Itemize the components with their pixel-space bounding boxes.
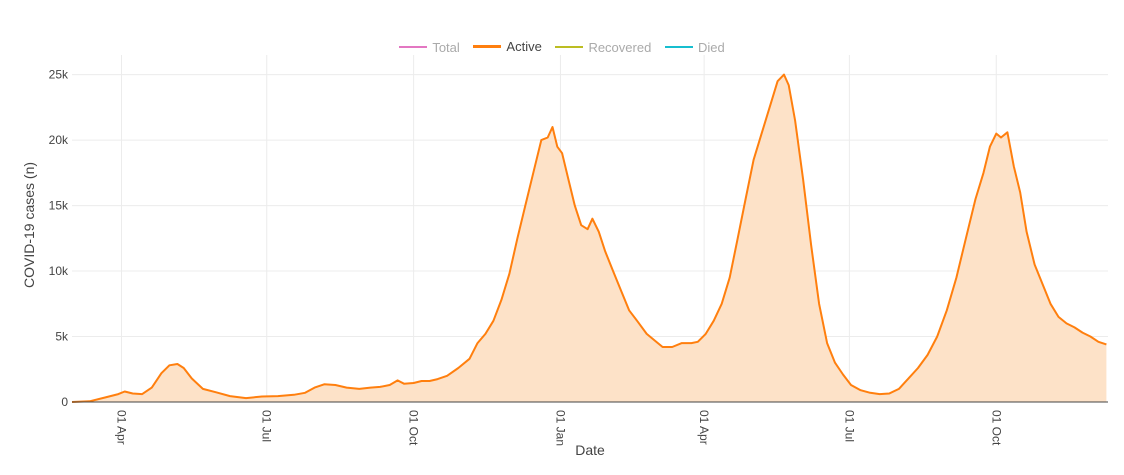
active-series-line	[71, 73, 1107, 403]
legend-label-active: Active	[506, 39, 542, 54]
legend-item-active[interactable]: Active	[473, 39, 542, 54]
legend-item-died[interactable]: Died	[664, 39, 725, 55]
x-tick-label: 01 Jan	[553, 410, 567, 446]
legend-item-total[interactable]: Total	[399, 39, 460, 55]
legend-swatch-recovered	[555, 46, 584, 48]
grid-lines	[72, 55, 1108, 402]
x-tick-label: 01 Oct	[407, 410, 421, 446]
legend: Total Active Recovered Died	[0, 36, 1124, 55]
legend-label-total: Total	[432, 39, 460, 55]
y-axis-label: COVID-19 cases (n)	[21, 162, 37, 288]
x-tick-label: 01 Apr	[697, 410, 711, 445]
y-tick-label: 25k	[49, 68, 69, 82]
y-tick-label: 5k	[55, 330, 69, 344]
legend-item-recovered[interactable]: Recovered	[555, 40, 651, 55]
x-axis-ticks: 01 Apr 01 Jul 01 Oct 01 Jan 01 Apr 01 Jul 01 O…	[114, 410, 1003, 446]
legend-swatch-total	[399, 46, 428, 48]
legend-swatch-died	[664, 46, 693, 48]
y-tick-label: 20k	[49, 133, 69, 147]
x-axis-label: Date	[575, 442, 605, 458]
legend-label-died: Died	[697, 39, 725, 55]
x-tick-label: 01 Apr	[114, 410, 128, 445]
legend-label-recovered: Recovered	[588, 39, 652, 55]
y-axis-ticks: 0 5k 10k 15k 20k 25k	[49, 68, 69, 409]
y-tick-label: 15k	[49, 199, 69, 213]
legend-swatch-active	[473, 45, 502, 48]
active-series-area	[72, 74, 1107, 402]
y-tick-label: 0	[61, 395, 68, 409]
x-tick-label: 01 Jul	[260, 410, 274, 442]
x-tick-label: 01 Jul	[842, 410, 856, 442]
x-tick-label: 01 Oct	[989, 410, 1003, 446]
y-tick-label: 10k	[49, 264, 69, 278]
